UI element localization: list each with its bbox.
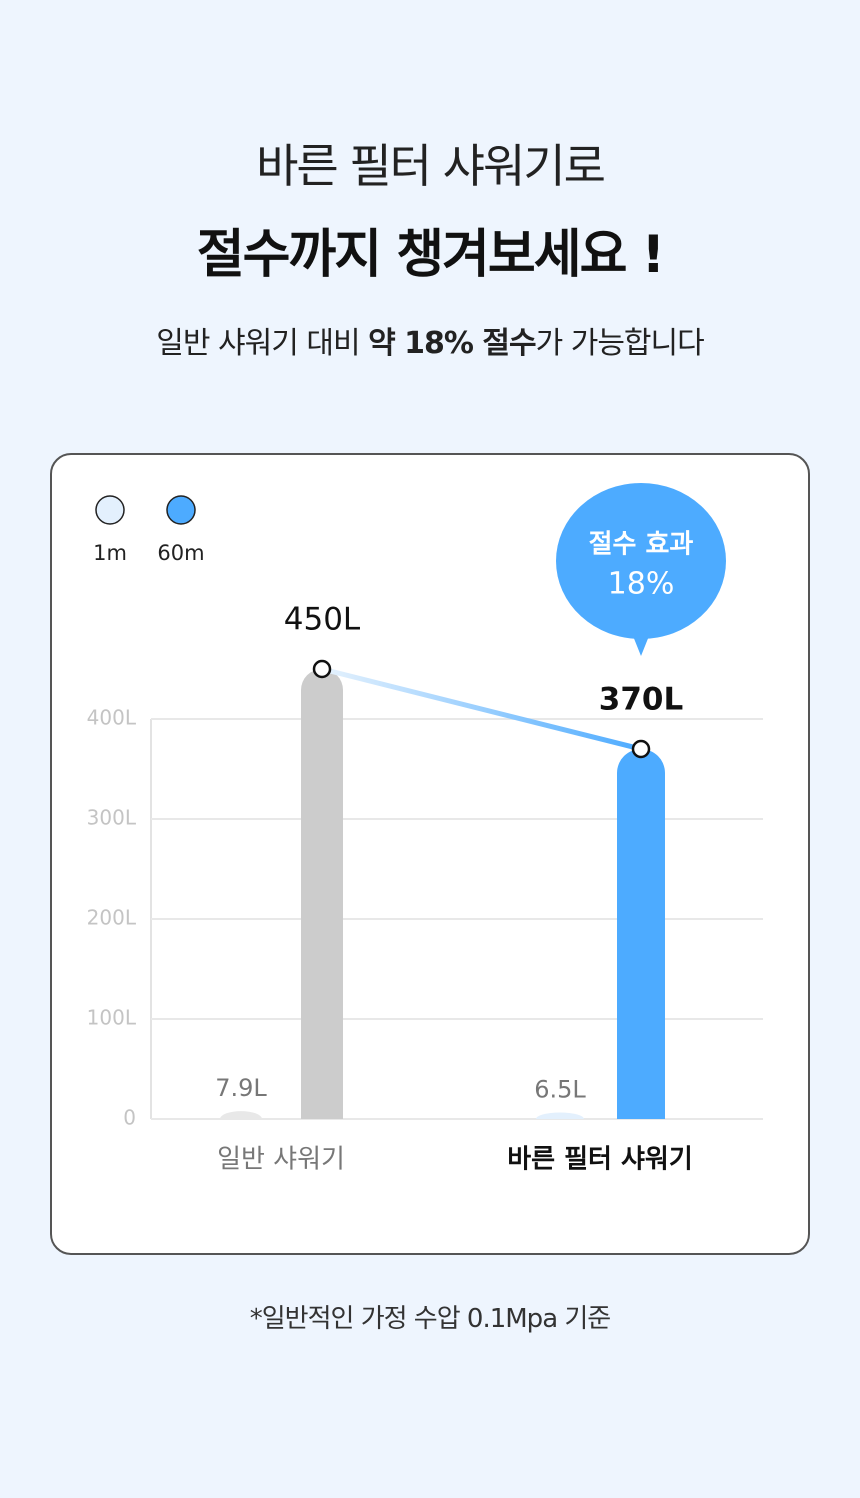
footnote: *일반적인 가정 수압 0.1Mpa 기준: [249, 1304, 611, 1334]
bar: [536, 1112, 584, 1119]
y-tick-label: 100L: [87, 1006, 137, 1030]
y-tick-label: 300L: [87, 806, 137, 830]
subtitle: 일반 샤워기 대비 약 18% 절수가 가능합니다: [0, 318, 860, 362]
trend-line: [321, 666, 642, 752]
value-label: 450L: [284, 602, 361, 638]
subtitle-text: 일반 샤워기 대비: [156, 326, 369, 361]
bar: [617, 749, 665, 1119]
y-tick-label: 0: [123, 1106, 136, 1130]
subtitle-highlight: 약 18% 절수: [368, 326, 536, 361]
value-label: 370L: [599, 682, 683, 718]
legend-swatch: [166, 495, 196, 525]
value-label: 6.5L: [534, 1076, 586, 1104]
x-tick-label: 일반 샤워기: [217, 1145, 345, 1175]
value-label: 7.9L: [215, 1074, 267, 1102]
callout: [556, 483, 726, 639]
title-line1: 바른 필터 샤워기로: [256, 139, 606, 193]
legend-label: 60m: [157, 541, 204, 565]
chart-card: [50, 453, 810, 1255]
callout-value: 18%: [608, 567, 675, 602]
legend-swatch: [95, 495, 125, 525]
legend-label: 1m: [93, 541, 127, 565]
subtitle-text: 가 가능합니다: [535, 326, 705, 361]
y-tick-label: 200L: [87, 906, 137, 930]
x-tick-label: 바른 필터 샤워기: [507, 1145, 693, 1175]
callout: [631, 631, 651, 656]
bar: [220, 1111, 262, 1119]
bar: [301, 669, 343, 1119]
point-marker: [312, 659, 332, 679]
title-line2: 절수까지 챙겨보세요 !: [196, 225, 665, 285]
point-marker: [631, 739, 651, 759]
callout-title: 절수 효과: [589, 530, 694, 560]
y-tick-label: 400L: [87, 706, 137, 730]
